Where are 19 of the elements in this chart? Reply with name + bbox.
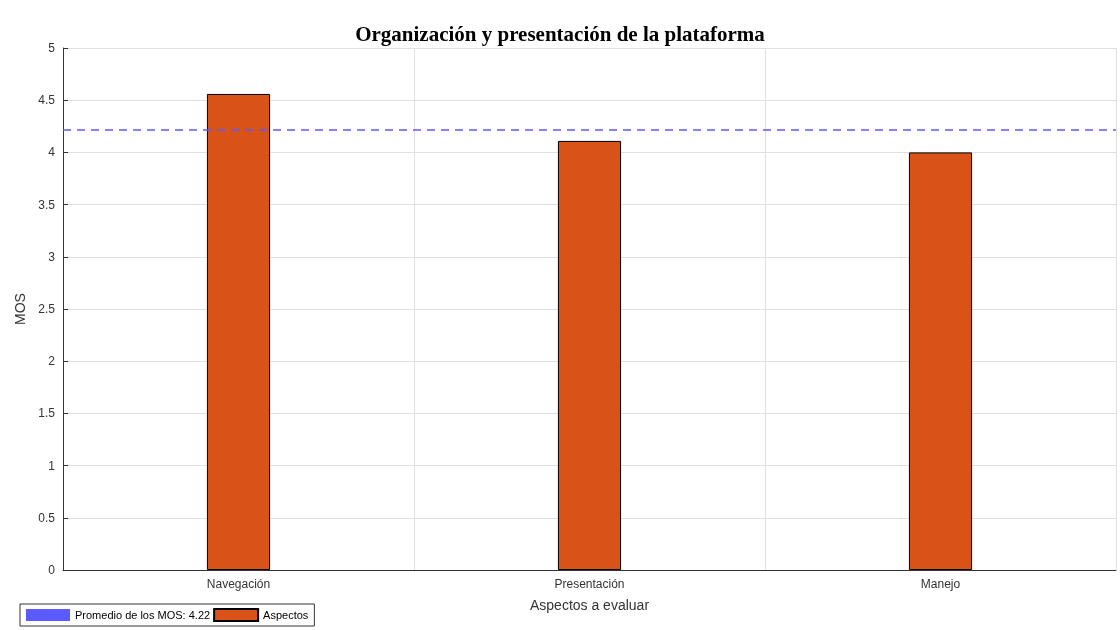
y-tick-label: 3.5 xyxy=(38,197,56,212)
y-tick-label: 1 xyxy=(48,458,56,473)
legend-label: Aspectos xyxy=(263,609,309,621)
x-tick-label: Presentación xyxy=(554,577,625,591)
y-tick-label: 4.5 xyxy=(38,93,56,108)
y-tick-label: 3 xyxy=(48,249,56,264)
y-tick-label: 1.5 xyxy=(38,406,56,421)
x-axis-title: Aspectos a evaluar xyxy=(529,597,650,613)
x-tick-label: Navegación xyxy=(206,577,271,591)
y-tick-label: 5 xyxy=(48,41,56,55)
legend-label: Promedio de los MOS: 4.22 xyxy=(75,609,211,621)
y-tick-label: 4 xyxy=(48,145,56,160)
y-tick-label: 0 xyxy=(48,563,56,577)
x-tick-label: Manejo xyxy=(920,577,961,591)
y-tick-label: 0.5 xyxy=(38,510,56,525)
y-tick-label: 2.5 xyxy=(38,302,56,316)
y-tick-label: 2 xyxy=(48,354,56,369)
chart-title: Organización y presentación de la plataforma xyxy=(355,21,766,46)
y-axis-title: MOS xyxy=(12,293,29,325)
